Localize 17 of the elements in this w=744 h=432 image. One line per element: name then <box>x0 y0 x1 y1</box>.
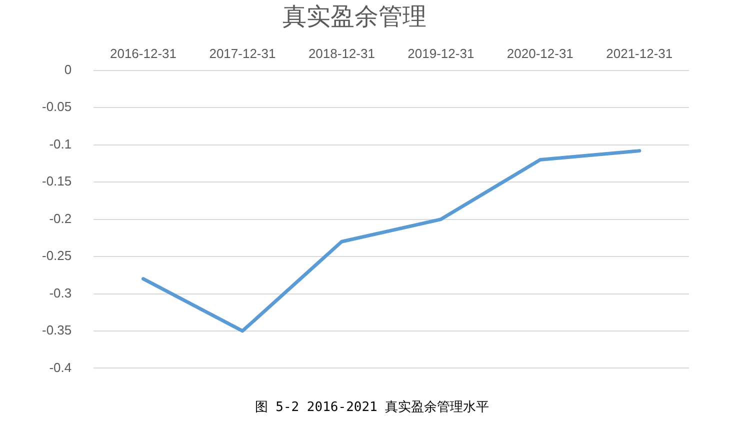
caption: 图 5-2 2016-2021 真实盈余管理水平 <box>254 399 490 416</box>
chart-title: 真实盈余管理 <box>282 2 426 31</box>
x-tick-label: 2018-12-31 <box>308 46 375 62</box>
y-tick-label: -0.35 <box>42 322 72 338</box>
x-tick-label: 2021-12-31 <box>606 46 673 62</box>
y-tick-label: -0.05 <box>42 99 72 114</box>
x-tick-label: 2016-12-31 <box>110 46 176 62</box>
y-tick-label: -0.4 <box>49 360 72 375</box>
y-tick-label: -0.2 <box>49 210 72 226</box>
y-tick-label: -0.3 <box>49 285 72 300</box>
x-tick-label: 2017-12-31 <box>209 46 276 62</box>
y-tick-label: -0.25 <box>42 248 72 264</box>
y-tick-label: -0.15 <box>42 174 72 189</box>
x-tick-label: 2019-12-31 <box>408 46 474 62</box>
y-tick-label: 0 <box>64 62 72 77</box>
y-tick-label: -0.1 <box>49 136 72 152</box>
x-tick-label: 2020-12-31 <box>506 46 574 62</box>
